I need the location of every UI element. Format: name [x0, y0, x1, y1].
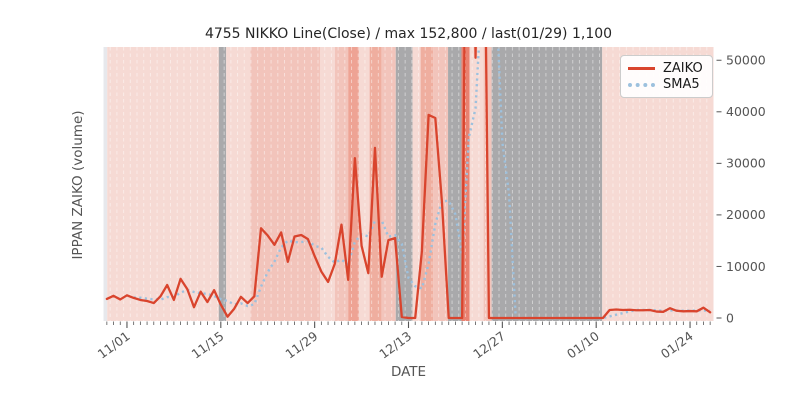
svg-text:50000: 50000: [726, 53, 766, 68]
svg-text:01/24: 01/24: [658, 328, 696, 361]
legend-label-sma5: SMA5: [663, 77, 700, 93]
x-axis-label: DATE: [390, 364, 427, 380]
svg-text:01/10: 01/10: [564, 328, 602, 361]
legend: ZAIKO SMA5: [620, 55, 713, 98]
svg-text:11/01: 11/01: [95, 328, 133, 361]
svg-text:12/27: 12/27: [470, 328, 508, 361]
svg-text:12/13: 12/13: [376, 328, 414, 361]
svg-text:20000: 20000: [726, 207, 766, 222]
svg-text:30000: 30000: [726, 156, 766, 171]
y-axis: 0 10000 20000 30000 40000 50000: [716, 53, 766, 325]
x-axis: 11/01 11/15 11/29 12/13 12/27 01/10 01/24: [95, 321, 711, 362]
svg-text:11/29: 11/29: [282, 328, 320, 361]
zaiko-line: [105, 47, 712, 320]
svg-text:40000: 40000: [726, 104, 766, 119]
zaiko-line-swatch-icon: [628, 66, 655, 70]
chart-title: 4755 NIKKO Line(Close) / max 152,800 / l…: [204, 26, 613, 42]
svg-text:11/15: 11/15: [189, 328, 227, 361]
legend-item-zaiko: ZAIKO: [628, 62, 705, 75]
legend-label-zaiko: ZAIKO: [663, 60, 703, 76]
svg-text:0: 0: [726, 310, 734, 325]
svg-text:10000: 10000: [726, 259, 766, 274]
legend-item-sma5: SMA5: [628, 78, 705, 91]
sma5-line-swatch-icon: [628, 82, 655, 87]
background-bands: [103, 47, 714, 321]
